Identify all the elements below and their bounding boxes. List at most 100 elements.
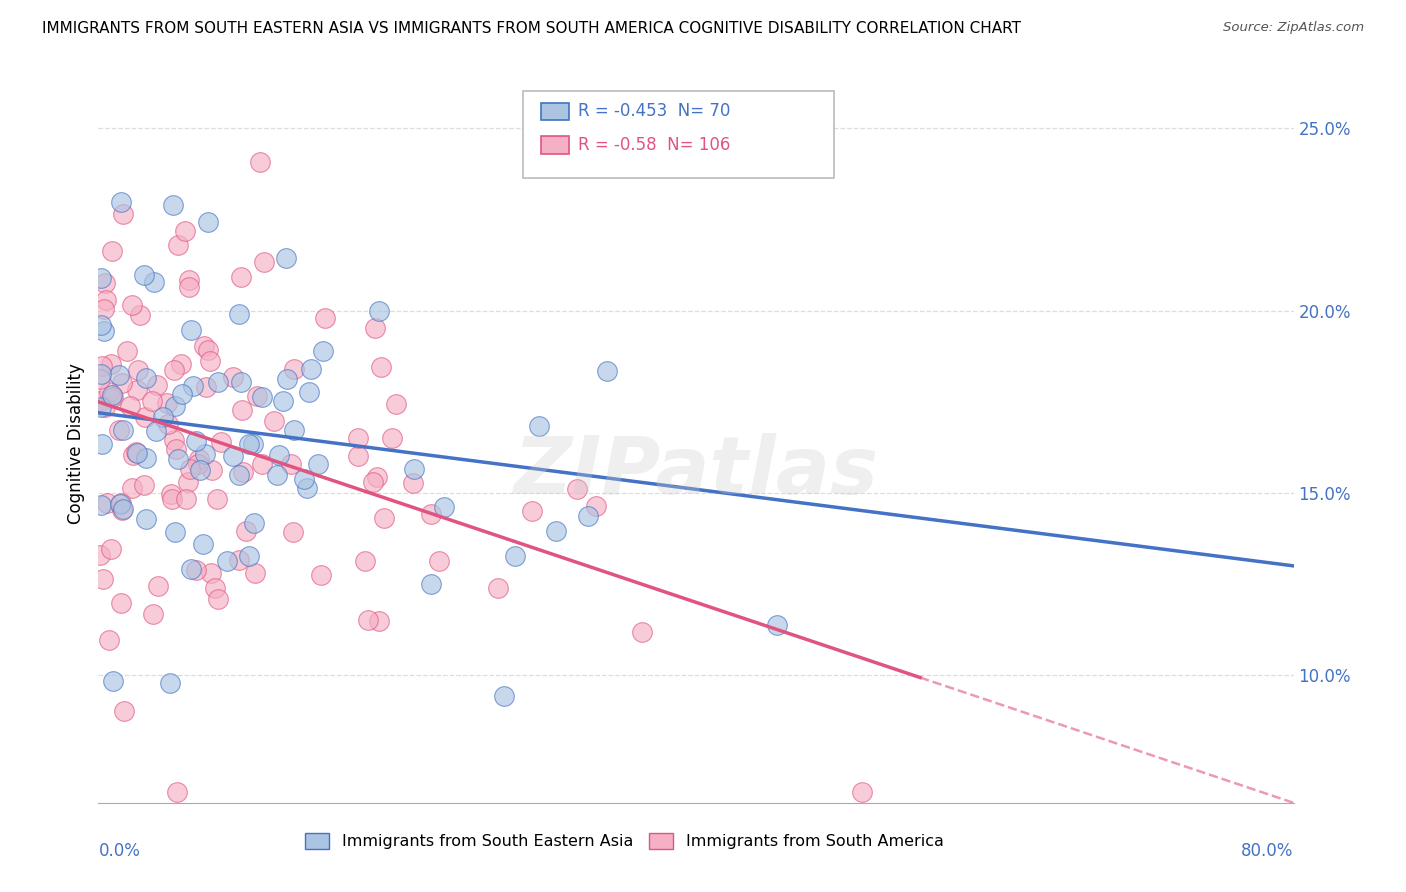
Point: [90, 318, 112, 332]
Point: [252, 390, 274, 404]
Point: [503, 549, 526, 564]
Point: [125, 383, 148, 397]
Point: [280, 457, 302, 471]
Point: [169, 358, 191, 372]
Point: [364, 321, 387, 335]
Point: [361, 475, 384, 489]
Point: [427, 554, 450, 568]
Point: [347, 450, 370, 464]
Text: R = -0.58  N= 106: R = -0.58 N= 106: [578, 136, 730, 154]
Point: [312, 343, 335, 358]
Point: [252, 255, 274, 269]
Point: [165, 442, 187, 456]
Point: [135, 370, 157, 384]
Point: [101, 390, 124, 404]
Point: [132, 478, 155, 492]
Text: 0.0%: 0.0%: [98, 842, 141, 860]
Point: [145, 424, 167, 438]
Point: [188, 463, 211, 477]
Point: [205, 491, 228, 506]
Point: [93, 301, 115, 316]
Point: [380, 432, 402, 446]
Point: [179, 280, 201, 294]
Text: Source: ZipAtlas.com: Source: ZipAtlas.com: [1223, 21, 1364, 34]
Point: [94, 401, 117, 415]
Point: [90, 271, 112, 285]
Point: [125, 445, 148, 459]
Point: [527, 419, 550, 434]
Point: [373, 511, 395, 525]
Point: [90, 359, 112, 374]
Point: [90, 367, 112, 381]
Point: [122, 449, 145, 463]
Point: [576, 509, 599, 524]
Point: [193, 339, 215, 353]
Point: [217, 554, 239, 568]
Text: 80.0%: 80.0%: [1241, 842, 1294, 860]
Point: [266, 468, 288, 483]
Point: [166, 451, 188, 466]
Point: [231, 403, 253, 417]
Point: [207, 375, 229, 389]
Point: [520, 504, 543, 518]
Point: [596, 364, 619, 378]
Point: [101, 388, 124, 402]
Point: [100, 357, 122, 371]
Point: [195, 380, 218, 394]
Point: [370, 359, 392, 374]
Point: [486, 581, 509, 595]
Point: [243, 516, 266, 531]
Point: [90, 498, 112, 512]
Point: [207, 592, 229, 607]
Point: [177, 475, 200, 489]
Point: [222, 370, 245, 384]
Point: [250, 458, 273, 472]
Text: R = -0.453  N= 70: R = -0.453 N= 70: [578, 103, 730, 120]
Point: [141, 394, 163, 409]
Point: [100, 391, 122, 405]
Point: [191, 536, 214, 550]
Point: [110, 496, 132, 510]
Point: [271, 393, 294, 408]
Point: [163, 363, 186, 377]
Point: [197, 343, 219, 357]
Point: [184, 434, 207, 448]
Point: [94, 276, 117, 290]
Point: [115, 343, 138, 358]
Point: [111, 207, 134, 221]
Point: [118, 399, 141, 413]
Point: [229, 375, 252, 389]
Point: [96, 496, 118, 510]
Point: [159, 487, 181, 501]
Point: [228, 307, 250, 321]
Point: [91, 572, 114, 586]
Point: [197, 215, 219, 229]
Point: [127, 363, 149, 377]
Point: [180, 561, 202, 575]
Point: [89, 549, 111, 563]
Point: [89, 372, 111, 386]
Point: [263, 414, 285, 428]
Point: [142, 275, 165, 289]
Point: [90, 436, 112, 450]
Point: [90, 400, 112, 414]
Point: [269, 448, 291, 462]
Point: [97, 384, 120, 399]
Point: [159, 676, 181, 690]
Text: IMMIGRANTS FROM SOUTH EASTERN ASIA VS IMMIGRANTS FROM SOUTH AMERICA COGNITIVE DI: IMMIGRANTS FROM SOUTH EASTERN ASIA VS IM…: [42, 21, 1021, 36]
Point: [165, 524, 187, 539]
Point: [110, 195, 132, 210]
Point: [283, 362, 305, 376]
Point: [111, 502, 134, 516]
Point: [402, 475, 425, 490]
Point: [585, 499, 607, 513]
Point: [134, 410, 156, 425]
Point: [281, 524, 304, 539]
Legend: Immigrants from South Eastern Asia, Immigrants from South America: Immigrants from South Eastern Asia, Immi…: [298, 827, 950, 855]
Point: [232, 465, 254, 479]
Point: [419, 507, 441, 521]
Point: [299, 361, 322, 376]
Point: [347, 431, 370, 445]
Point: [246, 389, 269, 403]
Point: [187, 451, 209, 466]
